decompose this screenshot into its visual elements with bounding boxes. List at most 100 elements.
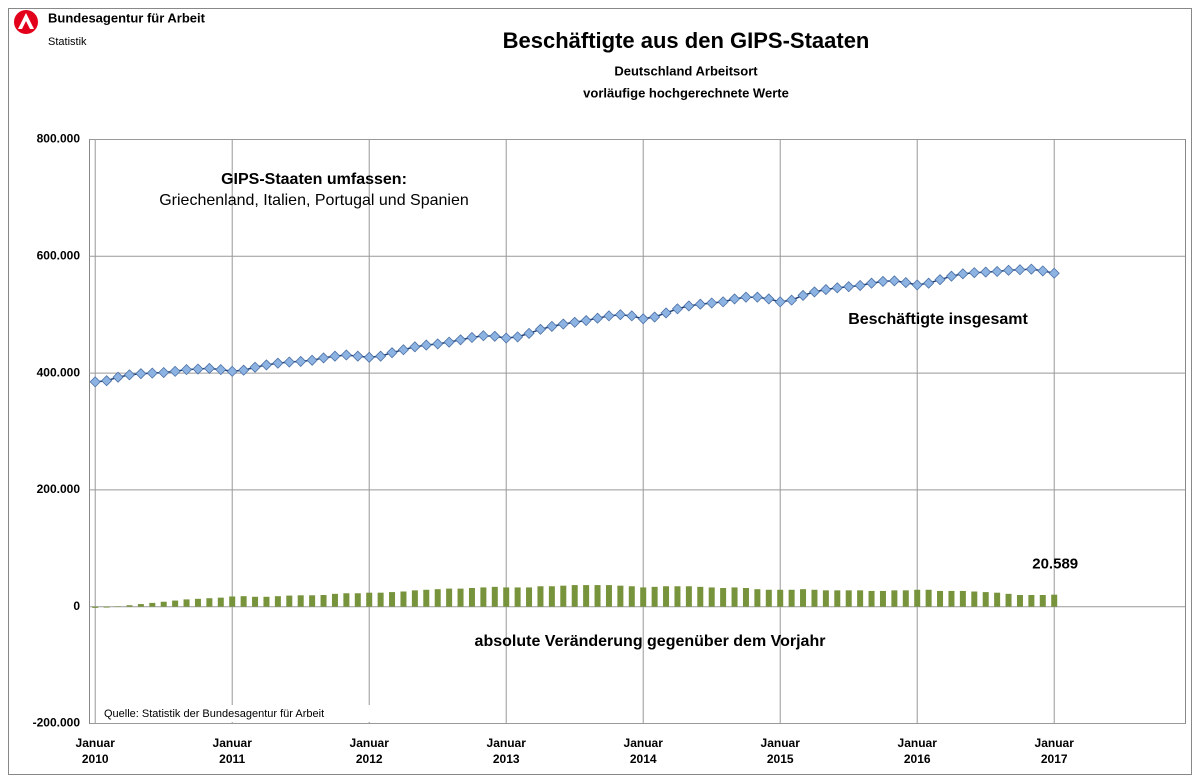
bar: [640, 587, 647, 607]
series-label: Beschäftigte insgesamt: [848, 311, 1028, 328]
marker: [180, 364, 193, 376]
bar: [400, 591, 407, 607]
subtitle: vorläufige hochgerechnete Werte: [583, 85, 789, 100]
bar: [834, 590, 841, 607]
bar: [822, 590, 829, 607]
marker: [660, 307, 672, 319]
bar: [674, 586, 681, 607]
marker: [751, 291, 763, 303]
marker: [454, 334, 467, 346]
bar: [800, 589, 807, 607]
marker: [808, 286, 821, 298]
bar: [583, 585, 590, 607]
bar: [571, 585, 578, 607]
marker: [797, 289, 809, 301]
marker: [295, 355, 307, 367]
bar: [160, 601, 167, 607]
bar: [777, 589, 784, 607]
marker: [192, 363, 204, 375]
marker: [397, 344, 410, 356]
marker: [911, 279, 923, 291]
marker: [101, 375, 113, 387]
marker: [306, 354, 318, 366]
bar: [605, 585, 612, 607]
y-tick-label: -200.000: [33, 716, 81, 730]
marker: [363, 351, 375, 363]
marker: [923, 277, 935, 289]
bar: [720, 588, 727, 607]
bar: [366, 592, 373, 607]
marker: [877, 275, 889, 287]
marker: [135, 368, 147, 380]
bar: [389, 592, 396, 607]
bar: [480, 587, 487, 607]
bar: [115, 606, 122, 607]
bar: [229, 596, 236, 607]
source: Quelle: Statistik der Bundesagentur für …: [104, 708, 324, 720]
marker: [763, 293, 775, 305]
annotation: Griechenland, Italien, Portugal und Span…: [159, 192, 469, 209]
bar: [137, 604, 144, 607]
bar: [788, 589, 795, 607]
bar: [1028, 595, 1035, 607]
marker: [489, 330, 501, 342]
subtitle: Deutschland Arbeitsort: [614, 63, 758, 78]
bar: [183, 599, 190, 607]
bar: [731, 587, 738, 607]
marker: [112, 371, 124, 383]
marker: [580, 314, 592, 327]
bar: [320, 595, 327, 607]
bar: [331, 593, 338, 607]
marker: [512, 331, 524, 343]
marker: [409, 341, 421, 353]
marker: [728, 293, 741, 305]
marker: [637, 313, 649, 325]
bar: [434, 589, 441, 607]
bar: [742, 588, 749, 607]
marker: [123, 369, 136, 381]
annotation: GIPS-Staaten umfassen:: [221, 171, 407, 188]
marker: [1014, 264, 1026, 276]
marker: [158, 366, 170, 379]
bar: [457, 588, 464, 607]
bar: [194, 598, 201, 607]
marker: [89, 376, 101, 388]
bar: [149, 602, 156, 607]
marker: [968, 267, 980, 279]
bar: [468, 588, 475, 607]
marker: [249, 361, 261, 373]
marker: [774, 296, 786, 308]
bar: [503, 587, 510, 607]
marker: [694, 298, 706, 310]
bar: [377, 592, 384, 607]
bar: [172, 600, 179, 607]
x-tick-label: Januar 2010: [75, 736, 115, 766]
marker: [980, 266, 992, 278]
bar: [902, 590, 909, 607]
marker: [375, 350, 387, 362]
y-tick-label: 600.000: [37, 248, 81, 262]
bar: [937, 590, 944, 607]
bar: [240, 596, 247, 607]
bar: [354, 593, 361, 607]
marker: [945, 270, 958, 282]
marker: [1002, 264, 1015, 276]
bar: [1039, 595, 1046, 607]
bar: [423, 589, 430, 607]
plot-area: [89, 139, 1186, 724]
bar: [252, 596, 259, 607]
bar: [594, 585, 601, 607]
bar: [92, 606, 99, 608]
x-tick-label: Januar 2016: [897, 736, 937, 766]
marker: [888, 275, 900, 287]
x-tick-label: Januar 2011: [212, 736, 252, 766]
logo-name: Bundesagentur für Arbeit: [48, 10, 206, 25]
bar: [1005, 593, 1012, 607]
bar: [685, 586, 692, 607]
x-tick-label: Januar 2014: [623, 736, 663, 766]
bar: [708, 587, 715, 607]
marker: [352, 350, 364, 362]
marker: [169, 365, 181, 377]
marker: [523, 327, 535, 339]
